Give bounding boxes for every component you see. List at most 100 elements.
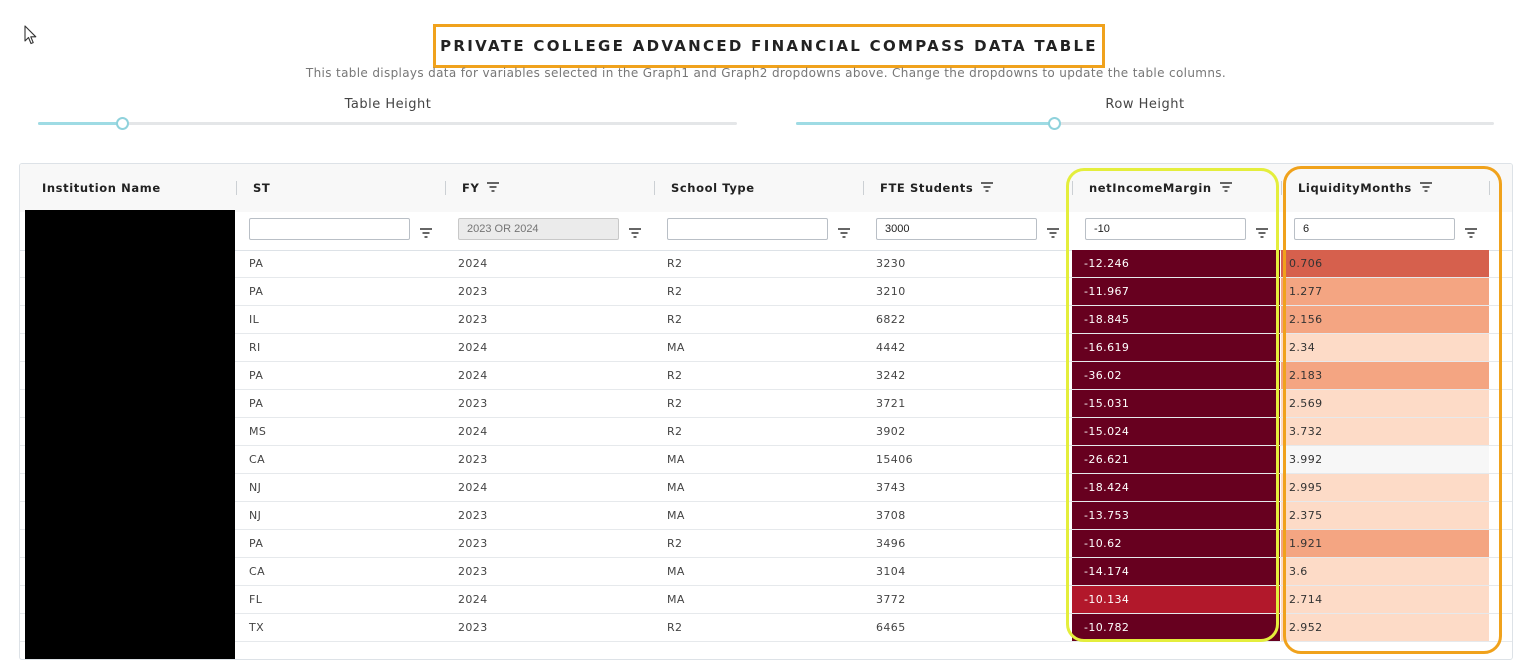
table-row[interactable]: PA 2023 R2 3496 -10.62 1.921 — [20, 530, 1512, 558]
filter-input-type[interactable] — [667, 218, 828, 240]
cell-liq: 2.375 — [1281, 502, 1489, 529]
column-separator[interactable] — [1281, 181, 1282, 195]
column-separator[interactable] — [863, 181, 864, 195]
filter-input-nim[interactable] — [1085, 218, 1246, 240]
cell-fte: 3210 — [876, 285, 906, 298]
cell-liq: 2.714 — [1281, 586, 1489, 613]
cell-fy: 2023 — [458, 313, 488, 326]
row-height-label: Row Height — [1105, 97, 1185, 112]
column-separator[interactable] — [445, 181, 446, 195]
cell-nim: -11.967 — [1072, 278, 1280, 305]
cell-fy: 2023 — [458, 509, 488, 522]
cell-fte: 4442 — [876, 341, 906, 354]
row-height-slider-thumb[interactable] — [1048, 117, 1061, 130]
column-header-label: netIncomeMargin — [1089, 181, 1212, 195]
table-row[interactable]: NJ 2023 MA 3708 -13.753 2.375 — [20, 502, 1512, 530]
cell-fte: 3708 — [876, 509, 906, 522]
cell-liq: 2.34 — [1281, 334, 1489, 361]
table-row[interactable]: CA 2023 MA 15406 -26.621 3.992 — [20, 446, 1512, 474]
filter-input-fte[interactable] — [876, 218, 1037, 240]
cell-fy: 2023 — [458, 285, 488, 298]
filter-menu-icon[interactable] — [1465, 223, 1477, 238]
cell-type: R2 — [667, 621, 683, 634]
row-height-slider[interactable] — [796, 117, 1494, 130]
cell-nim: -10.134 — [1072, 586, 1280, 613]
column-separator[interactable] — [654, 181, 655, 195]
filter-menu-icon[interactable] — [1047, 223, 1059, 238]
cell-fy: 2023 — [458, 621, 488, 634]
table-row[interactable]: RI 2024 MA 4442 -16.619 2.34 — [20, 334, 1512, 362]
column-header-fy[interactable]: FY — [462, 164, 500, 212]
cell-nim: -36.02 — [1072, 362, 1280, 389]
filter-input-liq[interactable] — [1294, 218, 1455, 240]
table-height-label: Table Height — [344, 97, 432, 112]
column-header-label: FY — [462, 181, 480, 195]
cell-nim: -15.031 — [1072, 390, 1280, 417]
column-header-type[interactable]: School Type — [671, 164, 755, 212]
filter-menu-icon[interactable] — [838, 223, 850, 238]
cell-type: R2 — [667, 397, 683, 410]
filter-input-fy[interactable] — [458, 218, 619, 240]
cell-fy: 2024 — [458, 341, 488, 354]
cell-fte: 6822 — [876, 313, 906, 326]
table-row[interactable]: NJ 2024 MA 3743 -18.424 2.995 — [20, 474, 1512, 502]
column-separator[interactable] — [1489, 181, 1490, 195]
cell-liq: 1.921 — [1281, 530, 1489, 557]
table-row[interactable]: IL 2023 R2 6822 -18.845 2.156 — [20, 306, 1512, 334]
cell-st: PA — [249, 537, 264, 550]
cell-fte: 3104 — [876, 565, 906, 578]
cell-type: MA — [667, 509, 685, 522]
column-separator[interactable] — [1072, 181, 1073, 195]
cell-fte: 3230 — [876, 257, 906, 270]
column-header-st[interactable]: ST — [253, 164, 270, 212]
column-header-nim[interactable]: netIncomeMargin — [1089, 164, 1232, 212]
cell-st: PA — [249, 285, 264, 298]
column-header-liq[interactable]: LiquidityMonths — [1298, 164, 1432, 212]
table-row[interactable]: PA 2023 R2 3721 -15.031 2.569 — [20, 390, 1512, 418]
filter-menu-icon[interactable] — [420, 223, 432, 238]
table-height-slider[interactable] — [38, 117, 737, 130]
cell-nim: -10.62 — [1072, 530, 1280, 557]
column-separator[interactable] — [236, 181, 237, 195]
column-filter-icon[interactable] — [1419, 181, 1432, 195]
column-filter-icon[interactable] — [1219, 181, 1232, 195]
table-row[interactable]: FL 2024 MA 3772 -10.134 2.714 — [20, 586, 1512, 614]
cell-fte: 3721 — [876, 397, 906, 410]
cell-fte: 3743 — [876, 481, 906, 494]
column-filter-icon[interactable] — [487, 181, 500, 195]
table-row[interactable]: MS 2024 R2 3902 -15.024 3.732 — [20, 418, 1512, 446]
cell-nim: -26.621 — [1072, 446, 1280, 473]
table-row[interactable]: CA 2023 MA 3104 -14.174 3.6 — [20, 558, 1512, 586]
column-filter-icon[interactable] — [981, 181, 994, 195]
cell-liq: 0.706 — [1281, 250, 1489, 277]
cell-nim: -10.782 — [1072, 614, 1280, 641]
table-height-slider-thumb[interactable] — [116, 117, 129, 130]
column-header-name[interactable]: Institution Name — [42, 164, 161, 212]
column-header-fte[interactable]: FTE Students — [880, 164, 994, 212]
cell-st: PA — [249, 257, 264, 270]
cell-type: MA — [667, 341, 685, 354]
filter-menu-icon[interactable] — [1256, 223, 1268, 238]
cell-type: R2 — [667, 425, 683, 438]
table-row[interactable]: PA 2024 R2 3242 -36.02 2.183 — [20, 362, 1512, 390]
cell-type: MA — [667, 481, 685, 494]
cell-st: MS — [249, 425, 267, 438]
filter-menu-icon[interactable] — [629, 223, 641, 238]
cell-liq: 2.183 — [1281, 362, 1489, 389]
title-highlight: PRIVATE COLLEGE ADVANCED FINANCIAL COMPA… — [433, 24, 1105, 68]
table-header-row: Institution Name ST FY School Type FTE Stude… — [20, 164, 1512, 213]
data-table: Institution Name ST FY School Type FTE Stude… — [19, 163, 1513, 660]
cell-type: MA — [667, 565, 685, 578]
cell-nim: -18.424 — [1072, 474, 1280, 501]
filter-input-st[interactable] — [249, 218, 410, 240]
cell-type: MA — [667, 453, 685, 466]
table-row[interactable]: TX 2023 R2 6465 -10.782 2.952 — [20, 614, 1512, 642]
cell-nim: -18.845 — [1072, 306, 1280, 333]
cell-fy: 2023 — [458, 565, 488, 578]
table-row[interactable]: PA 2023 R2 3210 -11.967 1.277 — [20, 278, 1512, 306]
cell-fy: 2023 — [458, 537, 488, 550]
table-row[interactable]: PA 2024 R2 3230 -12.246 0.706 — [20, 250, 1512, 278]
cell-st: IL — [249, 313, 260, 326]
cell-st: NJ — [249, 509, 262, 522]
cell-nim: -13.753 — [1072, 502, 1280, 529]
